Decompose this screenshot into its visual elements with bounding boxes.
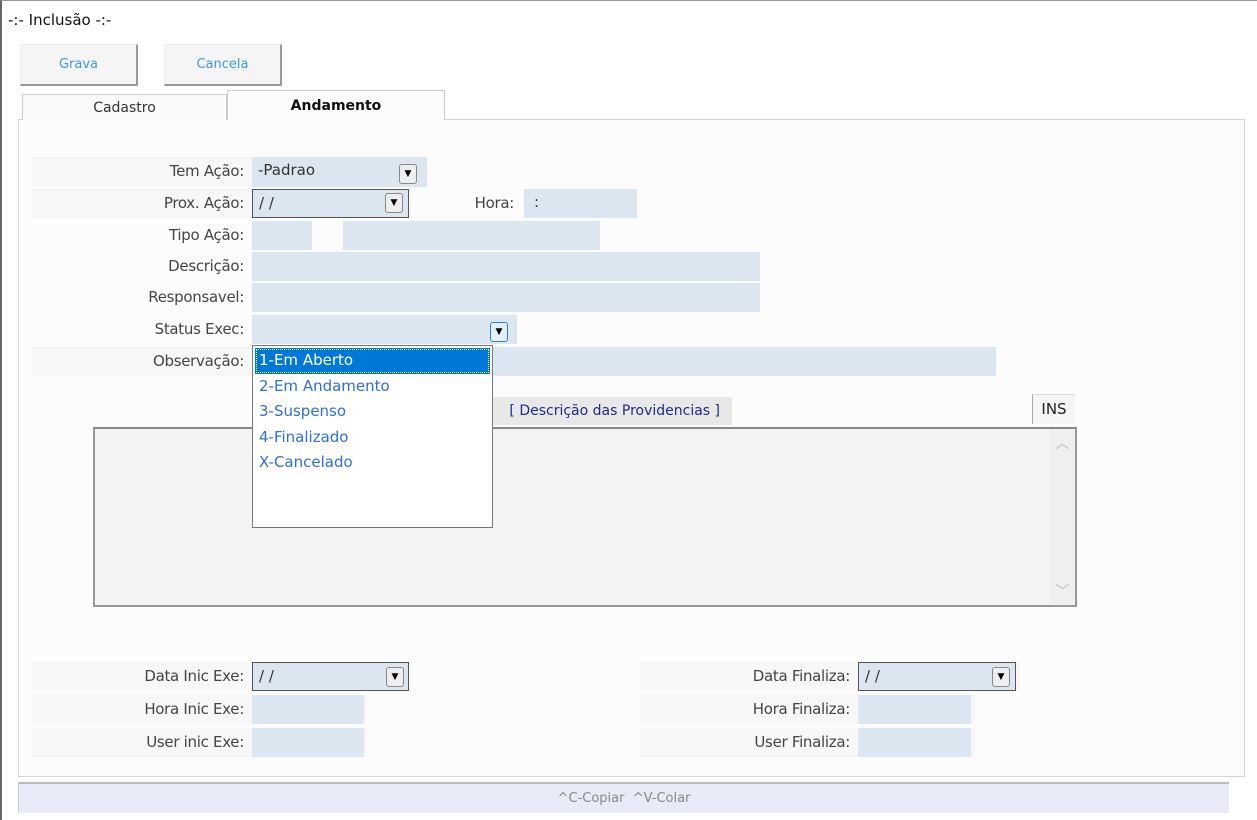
- memo-scrollbar[interactable]: ︿ ﹀: [1050, 429, 1075, 605]
- status-option[interactable]: 2-Em Andamento: [259, 376, 390, 395]
- chevron-down-icon[interactable]: ▼: [399, 164, 417, 184]
- data-finaliza-date[interactable]: / /: [858, 662, 1016, 691]
- tipo-acao-desc-input[interactable]: [343, 221, 600, 250]
- cancel-button[interactable]: Cancela: [164, 44, 282, 86]
- hora-finaliza-label: Hora Finaliza:: [752, 700, 851, 718]
- window-title: -:- Inclusão -:-: [8, 11, 112, 29]
- chevron-down-icon[interactable]: ▼: [992, 667, 1010, 687]
- status-option[interactable]: 4-Finalizado: [259, 427, 349, 446]
- descricao-label: Descrição:: [168, 257, 244, 275]
- observacao-label: Observação:: [153, 352, 244, 370]
- tem-acao-select[interactable]: -Padrao: [252, 157, 427, 187]
- user-finaliza-label: User Finaliza:: [754, 733, 850, 751]
- user-inic-exe-label: User inic Exe:: [146, 733, 244, 751]
- hora-input[interactable]: :: [524, 189, 637, 218]
- save-button[interactable]: Grava: [20, 44, 138, 86]
- user-inic-exe-input[interactable]: [252, 728, 364, 757]
- responsavel-input[interactable]: [252, 283, 760, 312]
- tab-andamento[interactable]: Andamento: [227, 90, 445, 120]
- descricao-input[interactable]: [252, 252, 760, 281]
- user-finaliza-input[interactable]: [858, 728, 971, 757]
- status-bar: ^C-Copiar ^V-Colar: [18, 782, 1229, 813]
- data-inic-exe-label: Data Inic Exe:: [144, 667, 244, 685]
- status-exec-label: Status Exec:: [154, 320, 245, 338]
- hora-inic-exe-label: Hora Inic Exe:: [144, 700, 244, 718]
- hora-finaliza-input[interactable]: [858, 695, 971, 724]
- hora-inic-exe-input[interactable]: [252, 695, 364, 724]
- row-bg: [32, 347, 252, 376]
- data-finaliza-label: Data Finaliza:: [752, 667, 851, 685]
- data-inic-exe-date[interactable]: / /: [252, 662, 409, 691]
- status-exec-dropdown-list[interactable]: 1-Em Aberto 2-Em Andamento 3-Suspenso 4-…: [252, 345, 493, 528]
- prox-acao-label: Prox. Ação:: [163, 194, 244, 212]
- status-option[interactable]: X-Cancelado: [259, 453, 353, 471]
- prox-acao-date[interactable]: / /: [252, 189, 409, 218]
- chevron-down-icon[interactable]: ▼: [490, 322, 508, 342]
- status-option[interactable]: 3-Suspenso: [259, 402, 347, 420]
- providencias-textarea[interactable]: [93, 427, 1077, 607]
- scroll-up-icon[interactable]: ︿: [1055, 436, 1070, 452]
- status-option[interactable]: 1-Em Aberto: [255, 348, 490, 374]
- chevron-down-icon[interactable]: ▼: [386, 667, 404, 687]
- responsavel-label: Responsavel:: [148, 288, 244, 306]
- tipo-acao-label: Tipo Ação:: [168, 226, 244, 244]
- tab-cadastro[interactable]: Cadastro: [22, 94, 227, 120]
- hora-label: Hora:: [474, 194, 515, 212]
- tipo-acao-code-input[interactable]: [252, 221, 312, 250]
- chevron-down-icon[interactable]: ▼: [385, 193, 403, 213]
- status-exec-select[interactable]: [252, 315, 517, 344]
- insert-mode-indicator: INS: [1032, 394, 1075, 424]
- tem-acao-label: Tem Ação:: [169, 162, 245, 180]
- scroll-down-icon[interactable]: ﹀: [1055, 584, 1070, 600]
